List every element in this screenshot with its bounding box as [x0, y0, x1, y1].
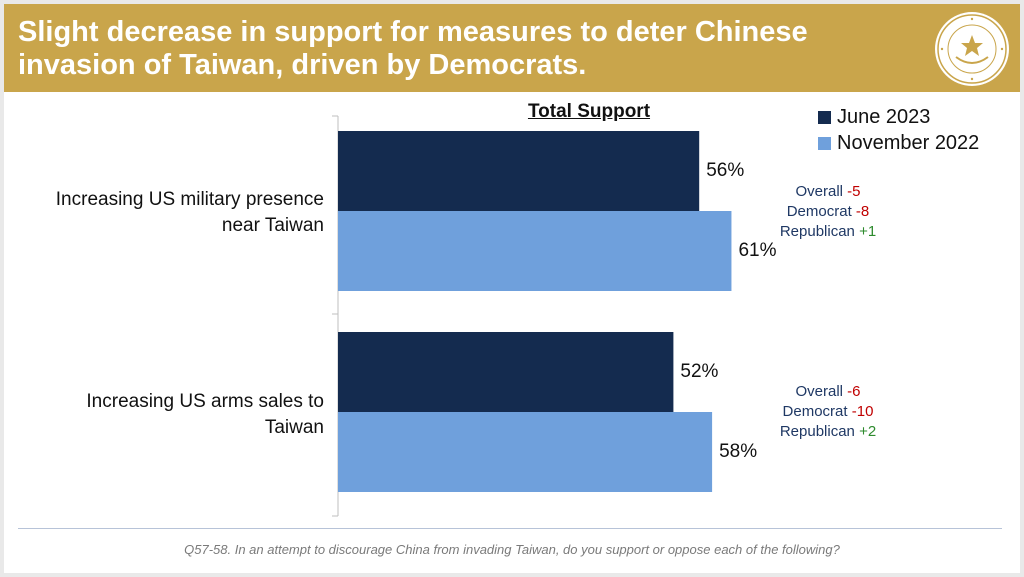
legend-label: November 2022 [837, 131, 980, 154]
change-annotation-military: Overall -5 Democrat -8 Republican +1 [768, 182, 888, 242]
header-bar: Slight decrease in support for measures … [4, 4, 1020, 92]
change-row-republican: Republican +2 [768, 422, 888, 442]
change-value: -5 [847, 183, 861, 200]
category-label-line: Taiwan [264, 417, 324, 438]
change-value: +1 [859, 223, 877, 240]
change-row-label: Overall [795, 383, 843, 400]
change-row-democrat: Democrat -8 [768, 202, 888, 222]
chart-title: Total Support [527, 101, 651, 122]
change-row-democrat: Democrat -10 [768, 402, 888, 422]
data-label-june-2023-military: 56% [706, 160, 745, 181]
bar-november-2022-0 [338, 211, 732, 291]
change-row-label: Democrat [786, 203, 852, 220]
legend-item-november-2022: November 2022 [818, 130, 979, 156]
data-label-june-2023-arms: 52% [680, 361, 719, 382]
change-value: -6 [847, 383, 861, 400]
question-footnote: Q57-58. In an attempt to discourage Chin… [184, 542, 840, 557]
change-annotation-arms: Overall -6 Democrat -10 Republican +2 [768, 382, 888, 442]
legend-swatch [818, 110, 831, 124]
title-line-2: invasion of Taiwan, driven by Democrats. [18, 49, 587, 81]
legend-item-june-2023: June 2023 [818, 104, 979, 130]
change-row-label: Overall [795, 183, 843, 200]
change-value: -8 [855, 203, 870, 220]
title-line-1: Slight decrease in support for measures … [18, 16, 808, 48]
change-row-label: Republican [779, 223, 855, 240]
data-label-nov-2022-arms: 58% [719, 441, 758, 462]
change-value: -10 [851, 403, 874, 420]
data-label-nov-2022-military: 61% [738, 240, 777, 261]
bar-june-2023-1 [338, 332, 674, 412]
category-label-military-presence: Increasing US military presence near Tai… [14, 187, 324, 239]
bar-june-2023-0 [338, 131, 700, 211]
legend-swatch [818, 136, 831, 150]
category-label-line: Increasing US military presence [55, 189, 324, 210]
footer-divider [18, 528, 1002, 529]
bar-november-2022-1 [338, 412, 713, 492]
category-label-arms-sales: Increasing US arms sales to Taiwan [14, 389, 324, 441]
category-label-line: near Taiwan [221, 215, 324, 236]
ronald-reagan-foundation-seal-logo [935, 12, 1009, 86]
change-row-label: Republican [779, 423, 855, 440]
category-label-line: Increasing US arms sales to [86, 391, 324, 412]
legend-label: June 2023 [837, 105, 931, 128]
slide-title: Slight decrease in support for measures … [18, 16, 918, 82]
slide: Slight decrease in support for measures … [4, 4, 1020, 573]
change-row-republican: Republican +1 [768, 222, 888, 242]
change-row-overall: Overall -6 [768, 382, 888, 402]
change-row-label: Democrat [782, 403, 848, 420]
change-row-overall: Overall -5 [768, 182, 888, 202]
change-value: +2 [859, 423, 877, 440]
bar-chart [332, 115, 732, 517]
chart-legend: June 2023 November 2022 [818, 104, 979, 156]
